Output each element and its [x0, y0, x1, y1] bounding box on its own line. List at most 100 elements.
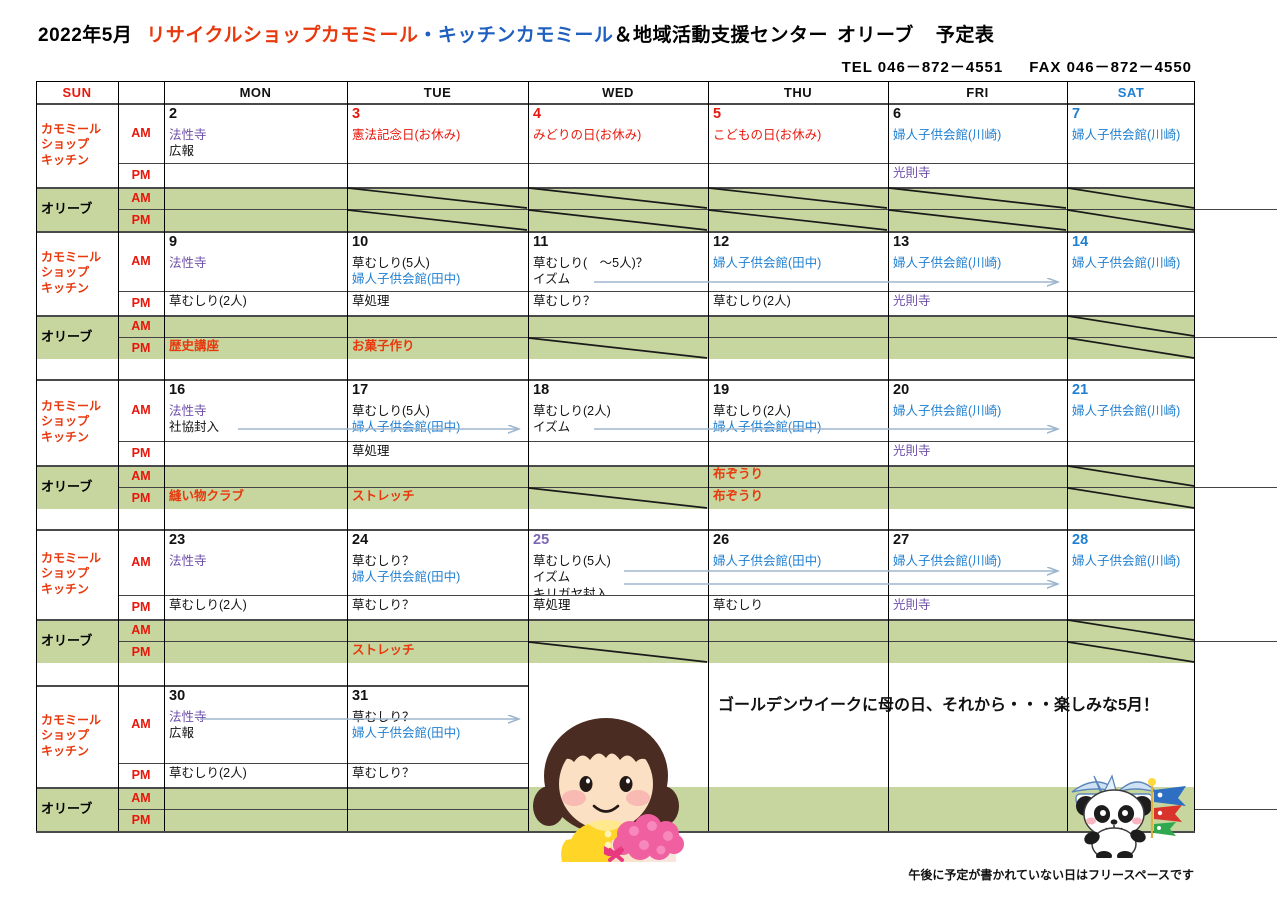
day-cell-am[interactable]: 28 婦人子供会館(川崎) — [1067, 529, 1195, 595]
day-cell-am[interactable]: 4 みどりの日(お休み) — [528, 103, 708, 163]
olive-cell-am[interactable] — [708, 315, 888, 337]
olive-cell-pm[interactable] — [164, 809, 347, 831]
day-cell-pm[interactable]: 草むしり(2人) — [164, 291, 347, 315]
day-cell-am[interactable]: 30 法性寺 広報 — [164, 685, 347, 763]
olive-cell-pm[interactable] — [888, 337, 1067, 359]
day-cell-am[interactable]: 24 草むしり？ 婦人子供会館(田中) — [347, 529, 528, 595]
day-cell-pm[interactable]: 草むしり(2人) — [164, 595, 347, 619]
day-cell-pm[interactable]: 草むしり？ — [528, 291, 708, 315]
olive-cell-pm[interactable]: お菓子作り — [347, 337, 528, 359]
olive-cell-am[interactable] — [888, 187, 1067, 209]
day-cell-pm[interactable]: 光則寺 — [888, 441, 1067, 465]
day-cell-am[interactable]: 31 草むしり？ 婦人子供会館(田中) — [347, 685, 528, 763]
day-cell-pm[interactable] — [347, 163, 528, 187]
day-cell-pm[interactable]: 草むしり？ — [347, 595, 528, 619]
olive-cell-am[interactable] — [347, 619, 528, 641]
olive-cell-am[interactable] — [528, 465, 708, 487]
day-cell-pm[interactable] — [1067, 441, 1195, 465]
olive-cell-pm[interactable] — [347, 809, 528, 831]
olive-cell-pm[interactable] — [1067, 487, 1195, 509]
day-cell-pm[interactable] — [164, 441, 347, 465]
day-cell-pm[interactable] — [164, 163, 347, 187]
day-cell-pm[interactable] — [1067, 163, 1195, 187]
olive-cell-am[interactable] — [164, 619, 347, 641]
olive-cell-am[interactable] — [888, 315, 1067, 337]
olive-cell-am[interactable] — [164, 187, 347, 209]
day-cell-pm[interactable]: 光則寺 — [888, 595, 1067, 619]
day-cell-pm[interactable] — [708, 163, 888, 187]
day-cell-pm[interactable] — [528, 441, 708, 465]
olive-cell-pm[interactable]: ストレッチ — [347, 487, 528, 509]
olive-cell-am[interactable] — [347, 315, 528, 337]
olive-cell-pm[interactable] — [1067, 209, 1195, 231]
olive-cell-pm[interactable] — [164, 209, 347, 231]
day-cell-pm[interactable]: 光則寺 — [888, 163, 1067, 187]
olive-cell-am[interactable] — [347, 787, 528, 809]
olive-cell-pm[interactable] — [528, 337, 708, 359]
day-cell-am[interactable]: 10 草むしり(5人) 婦人子供会館(田中) — [347, 231, 528, 291]
olive-cell-pm[interactable]: 縫い物クラブ — [164, 487, 347, 509]
olive-cell-am[interactable] — [888, 465, 1067, 487]
day-cell-am[interactable]: 9 法性寺 — [164, 231, 347, 291]
olive-cell-am[interactable] — [528, 187, 708, 209]
olive-cell-pm[interactable]: 歴史講座 — [164, 337, 347, 359]
olive-cell-pm[interactable] — [708, 209, 888, 231]
day-cell-am[interactable]: 21 婦人子供会館(川崎) — [1067, 379, 1195, 441]
day-cell-am[interactable]: 17 草むしり(5人) 婦人子供会館(田中) — [347, 379, 528, 441]
day-cell-am[interactable]: 20 婦人子供会館(川崎) — [888, 379, 1067, 441]
day-cell-pm[interactable] — [528, 163, 708, 187]
day-cell-am[interactable]: 2 法性寺 広報 — [164, 103, 347, 163]
day-cell-am[interactable]: 27 婦人子供会館(川崎) — [888, 529, 1067, 595]
olive-cell-am[interactable] — [1067, 619, 1195, 641]
olive-cell-pm[interactable] — [708, 641, 888, 663]
olive-cell-pm[interactable]: 布ぞうり — [708, 487, 888, 509]
day-cell-pm[interactable] — [708, 441, 888, 465]
olive-cell-pm[interactable] — [1067, 337, 1195, 359]
olive-cell-am[interactable] — [1067, 187, 1195, 209]
day-cell-am[interactable]: 5 こどもの日(お休み) — [708, 103, 888, 163]
day-cell-pm[interactable] — [1067, 291, 1195, 315]
olive-cell-pm[interactable] — [528, 641, 708, 663]
olive-cell-pm[interactable] — [708, 337, 888, 359]
day-cell-pm[interactable]: 草むしり？ — [347, 763, 528, 787]
day-cell-pm[interactable]: 草むしり(2人) — [708, 291, 888, 315]
day-cell-am[interactable]: 11 草むしり( ～5人)？ イズム — [528, 231, 708, 291]
day-cell-pm[interactable]: 草処理 — [347, 441, 528, 465]
olive-cell-am[interactable] — [347, 465, 528, 487]
olive-cell-am[interactable] — [528, 315, 708, 337]
olive-cell-pm[interactable] — [1067, 641, 1195, 663]
olive-cell-am[interactable] — [164, 787, 347, 809]
olive-cell-am[interactable] — [1067, 465, 1195, 487]
day-cell-am[interactable]: 16 法性寺 社協封入 — [164, 379, 347, 441]
olive-cell-am[interactable] — [347, 187, 528, 209]
olive-cell-pm[interactable] — [888, 209, 1067, 231]
day-cell-am[interactable]: 14 婦人子供会館(川崎) — [1067, 231, 1195, 291]
olive-cell-am[interactable] — [528, 619, 708, 641]
olive-cell-pm[interactable] — [528, 487, 708, 509]
olive-cell-pm[interactable]: ストレッチ — [347, 641, 528, 663]
olive-cell-am[interactable] — [164, 315, 347, 337]
day-cell-am[interactable]: 12 婦人子供会館(田中) — [708, 231, 888, 291]
olive-cell-pm[interactable] — [888, 487, 1067, 509]
day-cell-pm[interactable] — [1067, 595, 1195, 619]
day-cell-am[interactable]: 23 法性寺 — [164, 529, 347, 595]
olive-cell-am[interactable] — [1067, 315, 1195, 337]
olive-cell-am[interactable]: 布ぞうり — [708, 465, 888, 487]
day-cell-pm[interactable]: 草むしり — [708, 595, 888, 619]
olive-cell-pm[interactable] — [164, 641, 347, 663]
olive-cell-am[interactable] — [888, 619, 1067, 641]
olive-cell-am[interactable] — [708, 187, 888, 209]
day-cell-am[interactable]: 26 婦人子供会館(田中) — [708, 529, 888, 595]
olive-cell-pm[interactable] — [888, 641, 1067, 663]
olive-cell-pm[interactable] — [528, 209, 708, 231]
day-cell-am[interactable]: 19 草むしり(2人) 婦人子供会館(田中) — [708, 379, 888, 441]
olive-cell-pm[interactable] — [347, 209, 528, 231]
day-cell-pm[interactable]: 光則寺 — [888, 291, 1067, 315]
day-cell-pm[interactable]: 草処理 — [528, 595, 708, 619]
day-cell-am[interactable]: 18 草むしり(2人) イズム — [528, 379, 708, 441]
day-cell-am[interactable]: 25 草むしり(5人) イズム キリガヤ封入 — [528, 529, 708, 595]
day-cell-am[interactable]: 7 婦人子供会館(川崎) — [1067, 103, 1195, 163]
olive-cell-am[interactable] — [164, 465, 347, 487]
day-cell-am[interactable]: 6 婦人子供会館(川崎) — [888, 103, 1067, 163]
olive-cell-am[interactable] — [708, 619, 888, 641]
